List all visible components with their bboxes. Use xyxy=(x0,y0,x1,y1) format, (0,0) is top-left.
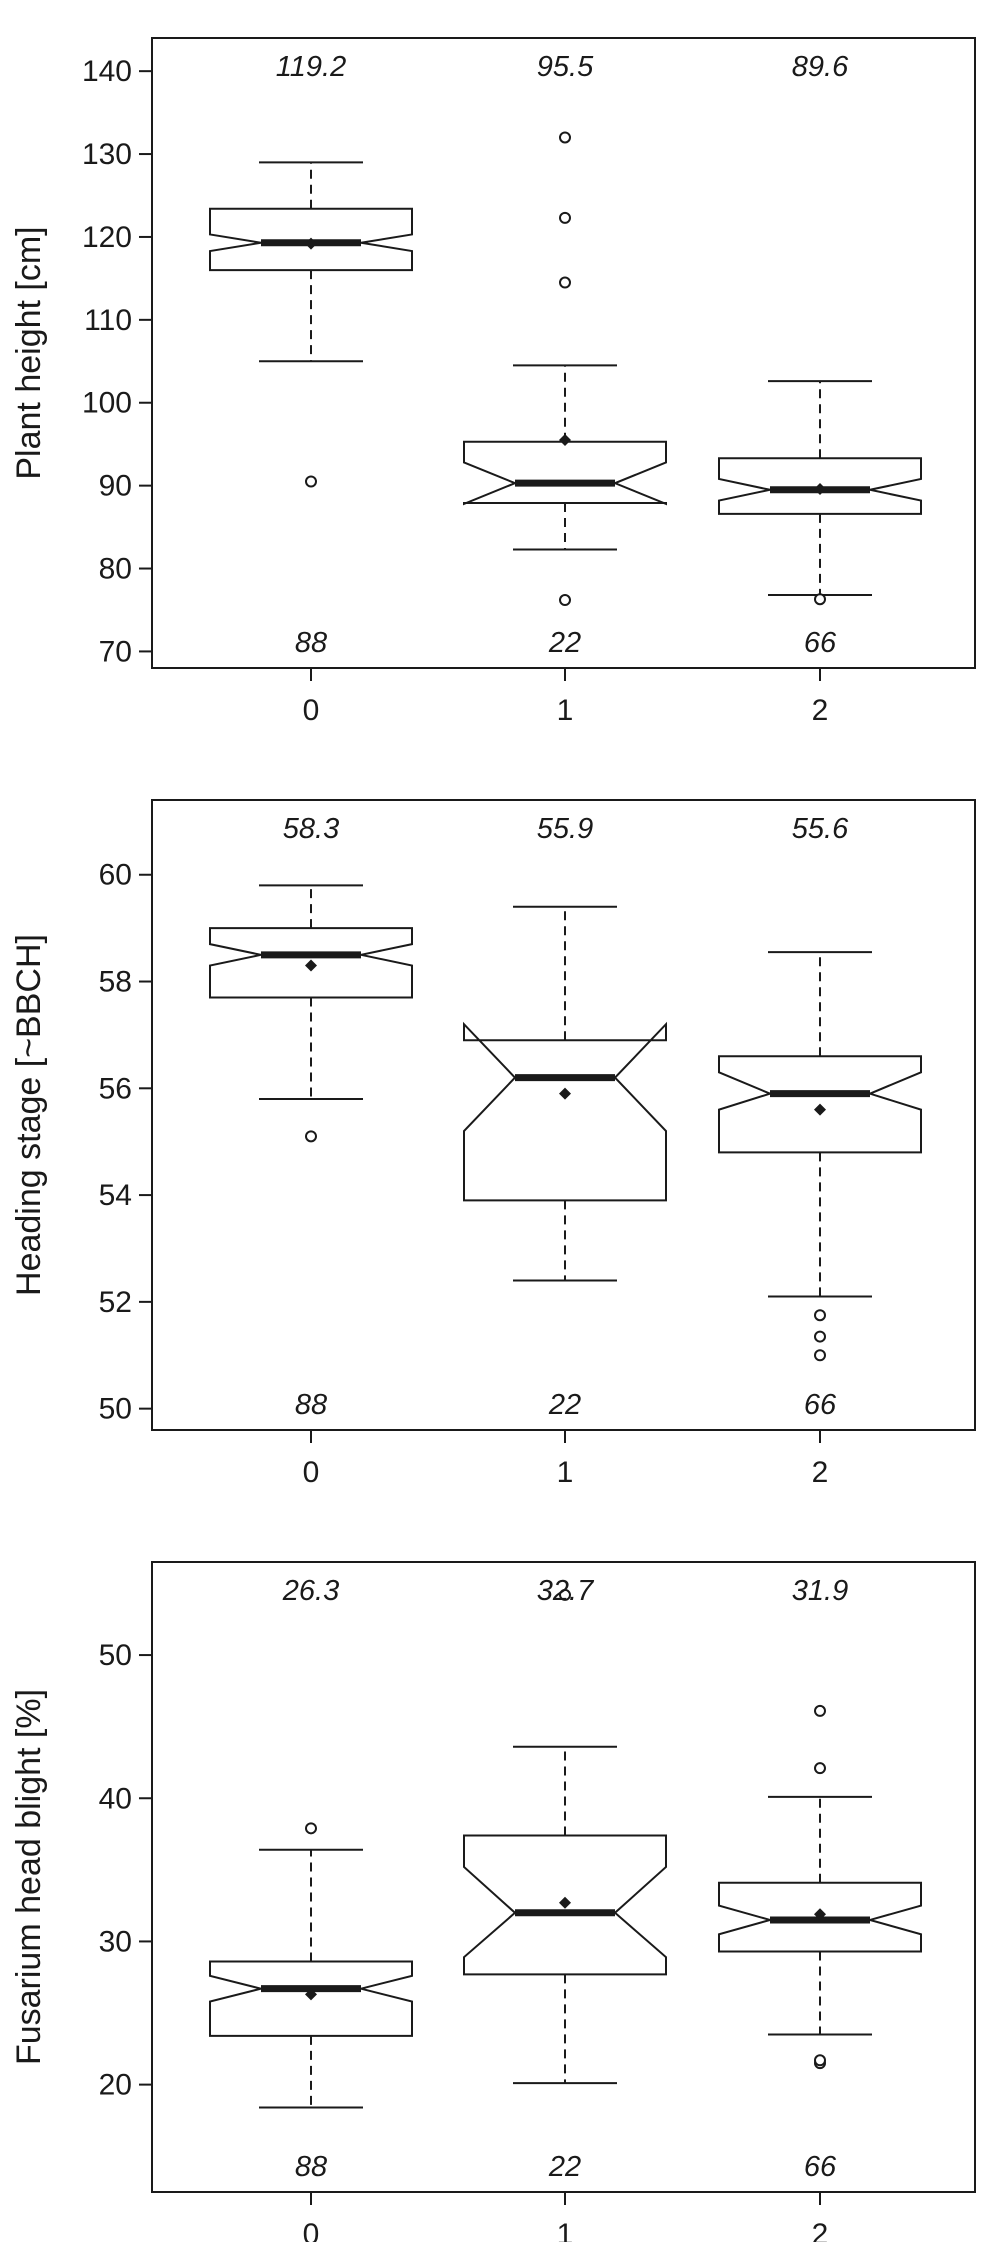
y-tick-label: 30 xyxy=(99,1925,132,1958)
box-1: 55.9 22 xyxy=(463,813,667,1421)
outlier-point xyxy=(305,1130,317,1143)
y-tick-label: 60 xyxy=(99,859,132,892)
outlier-point xyxy=(559,131,571,144)
x-tick-label: 2 xyxy=(812,1456,829,1489)
mean-marker xyxy=(559,1087,571,1100)
mean-value-label: 31.9 xyxy=(792,1575,848,1607)
mean-value-label: 55.9 xyxy=(537,813,593,845)
outlier-point xyxy=(814,1349,826,1362)
plot-frame xyxy=(151,1561,976,2193)
sample-size-label: 88 xyxy=(295,1389,327,1421)
sample-size-label: 22 xyxy=(548,627,581,659)
mean-marker xyxy=(559,1896,571,1909)
y-axis-title: Plant height [cm] xyxy=(10,226,48,479)
outlier-point xyxy=(814,593,826,606)
y-tick-label: 70 xyxy=(99,635,132,668)
mean-value-label: 58.3 xyxy=(283,813,339,845)
sample-size-label: 22 xyxy=(548,1389,581,1421)
box-2: 31.9 66 xyxy=(718,1575,922,2183)
y-tick-label: 120 xyxy=(82,221,132,254)
mean-value-label: 119.2 xyxy=(276,51,346,83)
outlier-point xyxy=(559,1588,571,1601)
box-0: 58.3 88 xyxy=(209,813,413,1421)
mean-value-label: 89.6 xyxy=(792,51,849,83)
box-body xyxy=(463,1021,667,1202)
y-tick-label: 50 xyxy=(99,1393,132,1426)
outlier-point xyxy=(305,475,317,488)
sample-size-label: 66 xyxy=(804,1389,837,1421)
box-2: 55.6 66 xyxy=(718,813,922,1421)
mean-value-label: 26.3 xyxy=(282,1575,339,1607)
x-tick-label: 2 xyxy=(812,2218,829,2242)
x-tick-label: 0 xyxy=(303,2218,320,2242)
mean-marker xyxy=(814,482,826,495)
outlier-point xyxy=(814,1762,826,1775)
mean-value-label: 55.6 xyxy=(792,813,849,845)
x-tick-label: 0 xyxy=(303,1456,320,1489)
y-tick-label: 52 xyxy=(99,1286,132,1319)
y-tick-label: 40 xyxy=(99,1782,132,1815)
mean-marker xyxy=(305,959,317,972)
plot-frame xyxy=(151,37,976,669)
x-tick-label: 2 xyxy=(812,694,829,727)
box-1: 95.5 22 xyxy=(463,51,667,659)
sample-size-label: 88 xyxy=(295,627,327,659)
y-axis-title: Fusarium head blight [%] xyxy=(10,1689,48,2065)
plot-frame xyxy=(151,799,976,1431)
outlier-point xyxy=(559,594,571,607)
outlier-point xyxy=(559,276,571,289)
panel-3: 20 30 40 50 Fusarium head blight [%] 0 1 2 26.3 8… xyxy=(10,1561,976,2242)
y-tick-label: 20 xyxy=(99,2069,132,2102)
x-tick-label: 0 xyxy=(303,694,320,727)
y-axis-title: Heading stage [~BBCH] xyxy=(10,934,48,1296)
box-0: 26.3 88 xyxy=(209,1575,413,2183)
x-tick-label: 1 xyxy=(557,2218,574,2242)
y-tick-label: 90 xyxy=(99,470,132,503)
outlier-point xyxy=(814,2054,826,2067)
y-tick-label: 140 xyxy=(82,55,132,88)
mean-marker xyxy=(305,237,317,250)
sample-size-label: 88 xyxy=(295,2151,327,2183)
panel-1: 70 80 90 100 110 120 130 140 Plant height [cm] 0 1… xyxy=(10,37,976,727)
y-tick-label: 80 xyxy=(99,553,132,586)
y-tick-label: 130 xyxy=(82,138,132,171)
box-1: 32.7 22 xyxy=(463,1575,667,2183)
y-tick-label: 56 xyxy=(99,1072,132,1105)
y-tick-label: 54 xyxy=(99,1179,132,1212)
mean-marker xyxy=(814,1103,826,1116)
x-tick-label: 1 xyxy=(557,1456,574,1489)
outlier-point xyxy=(814,1704,826,1717)
outlier-point xyxy=(814,1330,826,1343)
y-tick-label: 110 xyxy=(84,304,132,337)
mean-value-label: 95.5 xyxy=(537,51,594,83)
y-tick-label: 58 xyxy=(99,966,132,999)
panel-2: 50 52 54 56 58 60 Heading stage [~BBCH] 0 1 2 58.3… xyxy=(10,799,976,1489)
mean-marker xyxy=(814,1908,826,1921)
mean-value-label: 32.7 xyxy=(537,1575,595,1607)
mean-marker xyxy=(559,434,571,447)
y-tick-label: 50 xyxy=(99,1639,132,1672)
box-body xyxy=(463,440,667,506)
mean-marker xyxy=(305,1988,317,2001)
outlier-point xyxy=(305,1822,317,1835)
box-0: 119.2 88 xyxy=(209,51,413,659)
sample-size-label: 66 xyxy=(804,2151,837,2183)
sample-size-label: 22 xyxy=(548,2151,581,2183)
box-2: 89.6 66 xyxy=(718,51,922,659)
y-tick-label: 100 xyxy=(82,387,132,420)
outlier-point xyxy=(559,211,571,224)
sample-size-label: 66 xyxy=(804,627,837,659)
x-tick-label: 1 xyxy=(557,694,574,727)
outlier-point xyxy=(814,1309,826,1322)
